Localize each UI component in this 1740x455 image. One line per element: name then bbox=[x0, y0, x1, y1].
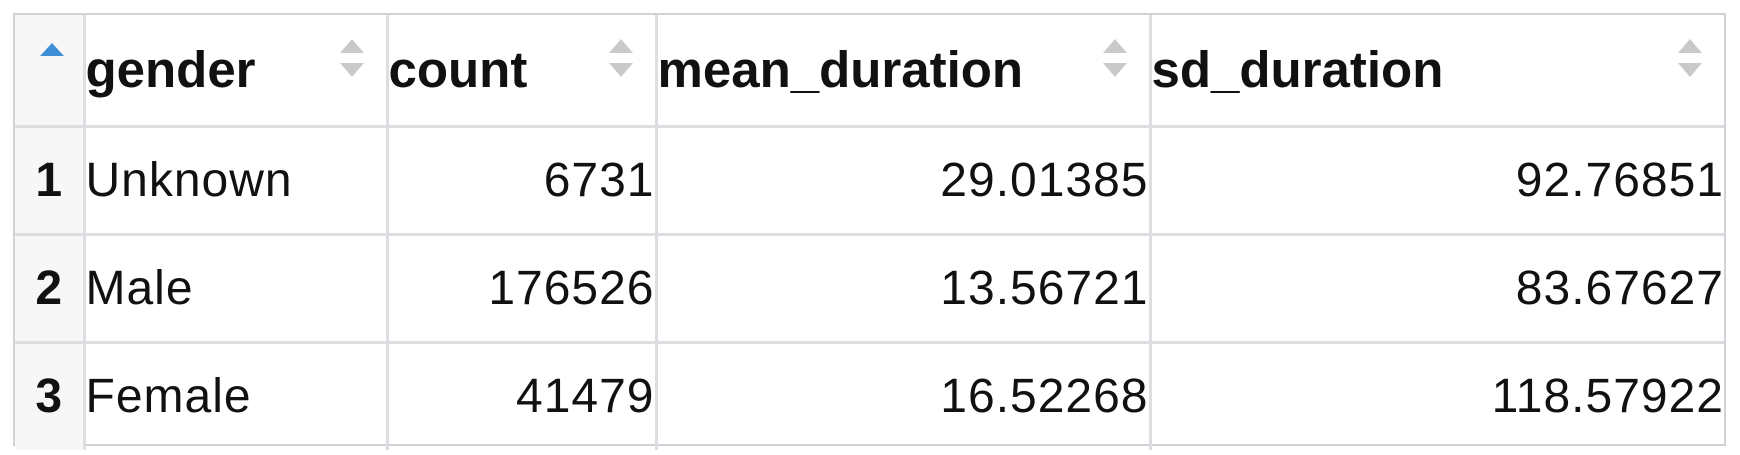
data-table-viewer: gender count mean_duration sd_duration bbox=[13, 13, 1726, 450]
cell-sd-duration: 92.76851 bbox=[1148, 124, 1724, 236]
table-row: 3 Female 41479 16.52268 118.57922 bbox=[15, 340, 1724, 450]
cell-mean-duration: 29.01385 bbox=[654, 124, 1152, 236]
column-header-count[interactable]: count bbox=[385, 15, 658, 128]
column-header-label: mean_duration bbox=[657, 41, 1024, 99]
cell-count: 176526 bbox=[385, 232, 658, 344]
cell-count: 6731 bbox=[385, 124, 658, 236]
sort-both-icon[interactable] bbox=[1102, 39, 1127, 81]
cell-mean-duration: 16.52268 bbox=[654, 340, 1152, 450]
rownum-header[interactable] bbox=[15, 15, 86, 128]
cell-count: 41479 bbox=[385, 340, 658, 450]
cell-mean-duration: 13.56721 bbox=[654, 232, 1152, 344]
row-number: 3 bbox=[15, 340, 86, 450]
sort-ascending-icon[interactable] bbox=[40, 43, 64, 56]
column-header-label: sd_duration bbox=[1151, 41, 1444, 99]
column-header-sd-duration[interactable]: sd_duration bbox=[1148, 15, 1724, 128]
column-header-label: gender bbox=[85, 41, 256, 99]
cell-sd-duration: 83.67627 bbox=[1148, 232, 1724, 344]
cell-gender: Female bbox=[82, 340, 389, 450]
cell-sd-duration: 118.57922 bbox=[1148, 340, 1724, 450]
sort-both-icon[interactable] bbox=[608, 39, 633, 81]
sort-both-icon[interactable] bbox=[339, 39, 364, 81]
row-number: 2 bbox=[15, 232, 86, 344]
cell-gender: Male bbox=[82, 232, 389, 344]
data-table: gender count mean_duration sd_duration bbox=[15, 15, 1724, 450]
column-header-mean-duration[interactable]: mean_duration bbox=[654, 15, 1152, 128]
header-row: gender count mean_duration sd_duration bbox=[15, 15, 1724, 128]
sort-both-icon[interactable] bbox=[1678, 39, 1702, 81]
table-row: 1 Unknown 6731 29.01385 92.76851 bbox=[15, 124, 1724, 236]
column-header-label: count bbox=[388, 41, 528, 99]
cell-gender: Unknown bbox=[82, 124, 389, 236]
table-row: 2 Male 176526 13.56721 83.67627 bbox=[15, 232, 1724, 344]
column-header-gender[interactable]: gender bbox=[82, 15, 389, 128]
row-number: 1 bbox=[15, 124, 86, 236]
